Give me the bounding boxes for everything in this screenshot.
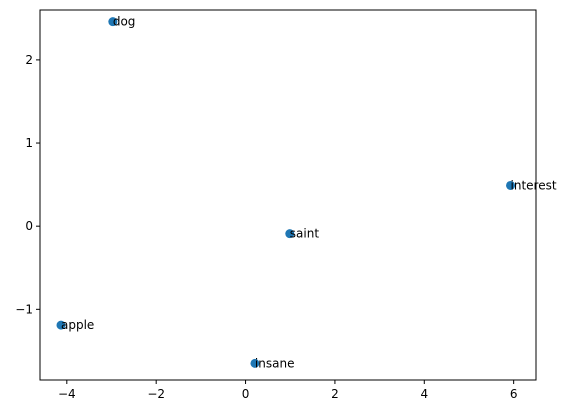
scatter-point — [108, 17, 118, 27]
point-label: apple — [61, 318, 94, 332]
scatter-point — [250, 358, 260, 368]
x-axis: −4 −2 0 2 4 6 — [58, 380, 518, 401]
data-points: dog interest saint apple insane — [56, 15, 557, 370]
point-label: saint — [290, 227, 320, 241]
point-label: interest — [511, 178, 557, 192]
x-tick-label: 6 — [510, 387, 518, 401]
x-tick-label: 2 — [331, 387, 339, 401]
scatter-point — [56, 320, 66, 330]
scatter-point — [285, 229, 295, 239]
x-tick-label: −2 — [147, 387, 165, 401]
scatter-point — [506, 180, 516, 190]
y-tick-label: 0 — [25, 219, 33, 233]
x-tick-label: 0 — [242, 387, 250, 401]
point-label: dog — [113, 15, 136, 29]
x-tick-label: 4 — [420, 387, 428, 401]
x-tick-label: −4 — [58, 387, 76, 401]
y-tick-label: −1 — [15, 302, 33, 316]
y-tick-label: 2 — [25, 53, 33, 67]
plot-frame — [39, 9, 537, 381]
point-label: insane — [255, 356, 295, 370]
y-axis: −1 0 1 2 — [15, 53, 40, 316]
y-tick-label: 1 — [25, 136, 33, 150]
